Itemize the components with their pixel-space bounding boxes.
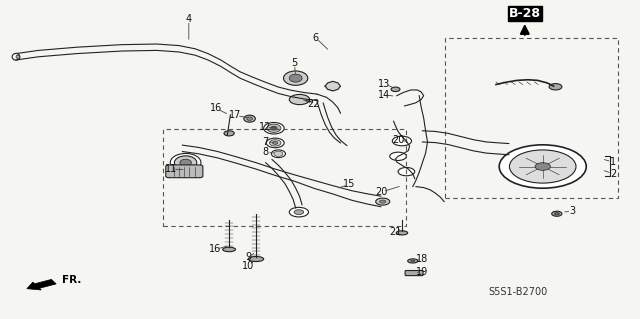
Ellipse shape: [391, 87, 400, 92]
FancyBboxPatch shape: [405, 271, 423, 276]
Text: 22: 22: [307, 99, 320, 109]
FancyBboxPatch shape: [166, 165, 203, 178]
Bar: [445, 38, 618, 198]
Text: B-28: B-28: [509, 7, 541, 20]
Text: 6: 6: [312, 33, 319, 43]
Text: 16: 16: [210, 103, 223, 114]
Circle shape: [392, 136, 412, 146]
Ellipse shape: [289, 74, 302, 82]
Ellipse shape: [554, 212, 559, 215]
Text: B-28: B-28: [509, 7, 541, 20]
Ellipse shape: [552, 211, 562, 216]
Ellipse shape: [549, 84, 562, 90]
Polygon shape: [325, 81, 340, 91]
Ellipse shape: [269, 140, 281, 146]
Text: 21: 21: [389, 227, 402, 237]
Text: 7: 7: [262, 137, 269, 147]
Text: S5S1-B2700: S5S1-B2700: [489, 287, 548, 297]
Ellipse shape: [411, 260, 415, 262]
Text: 4: 4: [186, 14, 192, 24]
Ellipse shape: [12, 54, 20, 60]
Text: FR.: FR.: [62, 275, 81, 285]
Text: 1: 1: [610, 157, 616, 167]
Ellipse shape: [273, 142, 278, 144]
Ellipse shape: [174, 156, 197, 170]
Text: 8: 8: [262, 147, 269, 158]
Circle shape: [509, 150, 576, 183]
Ellipse shape: [16, 55, 20, 58]
Ellipse shape: [244, 115, 255, 122]
Text: 16: 16: [209, 244, 221, 255]
Ellipse shape: [264, 122, 284, 134]
Ellipse shape: [266, 138, 284, 148]
Circle shape: [535, 163, 550, 170]
Ellipse shape: [271, 150, 285, 158]
Text: 3: 3: [570, 206, 576, 216]
Ellipse shape: [408, 259, 418, 263]
Ellipse shape: [396, 231, 408, 235]
Ellipse shape: [271, 126, 277, 130]
Text: 15: 15: [342, 179, 355, 189]
Text: 13: 13: [378, 78, 390, 89]
Text: 14: 14: [378, 90, 390, 100]
Ellipse shape: [248, 256, 264, 262]
Ellipse shape: [380, 200, 386, 203]
Ellipse shape: [170, 153, 201, 172]
Text: 20: 20: [392, 135, 405, 145]
Ellipse shape: [223, 247, 236, 252]
Bar: [163, 129, 406, 226]
Ellipse shape: [267, 124, 281, 132]
Text: 9: 9: [245, 252, 252, 262]
Text: 20: 20: [375, 187, 388, 197]
Ellipse shape: [289, 207, 308, 217]
Text: 2: 2: [610, 169, 616, 179]
Ellipse shape: [376, 198, 390, 205]
Ellipse shape: [289, 94, 310, 105]
Ellipse shape: [247, 117, 253, 121]
Ellipse shape: [224, 131, 234, 136]
Ellipse shape: [284, 71, 308, 85]
Circle shape: [390, 152, 406, 160]
Text: 10: 10: [242, 261, 255, 271]
Text: 12: 12: [259, 122, 272, 132]
Text: 19: 19: [416, 267, 429, 277]
Ellipse shape: [274, 151, 283, 156]
Text: 11: 11: [165, 164, 178, 174]
Text: 5: 5: [291, 58, 298, 68]
Text: 18: 18: [416, 254, 429, 264]
Text: 17: 17: [229, 110, 242, 121]
Circle shape: [499, 145, 586, 188]
Circle shape: [398, 167, 415, 176]
Ellipse shape: [294, 210, 304, 214]
Ellipse shape: [180, 159, 191, 166]
FancyArrow shape: [27, 279, 56, 290]
